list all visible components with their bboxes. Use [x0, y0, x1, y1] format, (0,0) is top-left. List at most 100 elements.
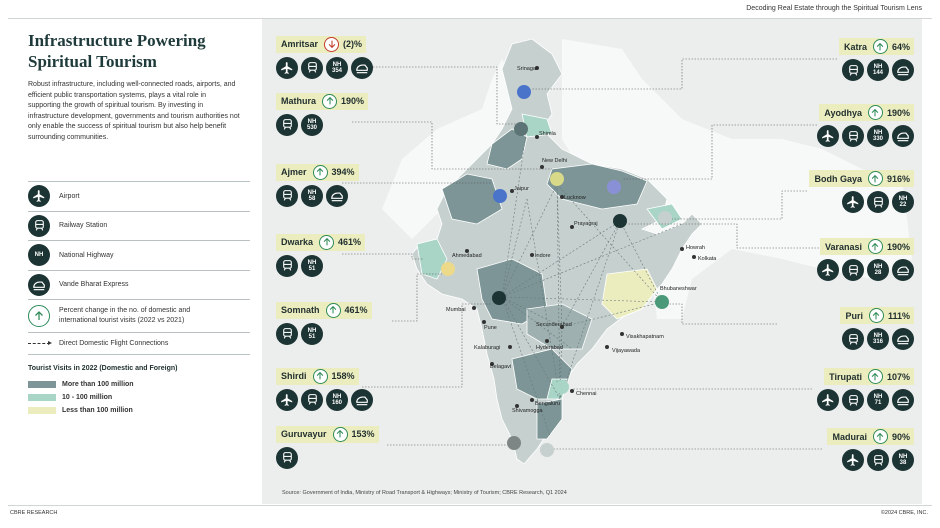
city-card-dwarka: Dwarka 461% NH 51	[276, 232, 366, 277]
city-name: Ayodhya	[824, 107, 862, 118]
up-arrow-icon	[322, 93, 338, 109]
legend-airport-label: Airport	[59, 192, 80, 200]
legend-flight-label: Direct Domestic Flight Connections	[59, 340, 169, 347]
city-label: Madurai 90%	[827, 428, 914, 445]
airplane-icon	[842, 449, 864, 471]
city-icons: NH 530	[276, 113, 368, 136]
tier-swatch	[28, 406, 56, 414]
highway-icon: NH 530	[301, 113, 323, 136]
airplane-icon	[817, 389, 839, 411]
legend: Airport Railway Station NH National High…	[28, 181, 250, 414]
city-icons: NH 28	[817, 259, 914, 281]
highway-icon: NH 144	[867, 59, 889, 81]
city-card-mathura: Mathura 190% NH 530	[276, 91, 369, 136]
marker-amritsar	[514, 122, 528, 136]
page-title: Infrastructure Powering Spiritual Touris…	[28, 31, 206, 71]
city-name: Ajmer	[281, 167, 307, 177]
map-labels: Srinagar Shimla New Delhi Jaipur Lucknow…	[446, 66, 717, 414]
highway-icon: NH 354	[326, 56, 348, 79]
train-icon	[276, 322, 298, 345]
legend-railway: Railway Station	[28, 210, 250, 241]
city-name: Puri	[845, 310, 863, 321]
city-card-puri: Puri 111% NH 316	[840, 307, 914, 350]
city-pct: 107%	[886, 371, 910, 382]
tier-row: More than 100 million	[28, 380, 250, 388]
bullet-train-icon	[326, 184, 348, 207]
airplane-icon	[276, 388, 298, 411]
city-label: Mathura 190%	[276, 92, 369, 110]
city-icons: NH 160	[276, 388, 373, 411]
bullet-train-icon	[892, 259, 914, 281]
city-label: Puri 111%	[840, 307, 914, 324]
tier-list: More than 100 million 10 - 100 million Les…	[28, 380, 250, 414]
train-icon	[301, 388, 323, 411]
state-dark	[536, 398, 563, 440]
train-icon	[276, 184, 298, 207]
highway-icon: NH 28	[867, 259, 889, 281]
up-arrow-icon	[868, 308, 884, 323]
tier-swatch	[28, 393, 56, 401]
city-pct: 394%	[331, 167, 355, 177]
label-srinagar: Srinagar	[517, 66, 538, 72]
city-label: Bodh Gaya 916%	[809, 170, 914, 187]
label-prayagraj: Prayagraj	[574, 221, 598, 227]
legend-railway-label: Railway Station	[59, 222, 108, 230]
label-bengaluru: Bengaluru	[535, 401, 560, 407]
marker-guruvayur	[507, 436, 521, 450]
state-dark	[486, 128, 528, 170]
up-arrow-icon	[872, 429, 888, 444]
marker-bodhgaya	[658, 211, 672, 225]
marker-katra	[517, 85, 531, 99]
tier-row: 10 - 100 million	[28, 393, 250, 401]
city-pct: 461%	[338, 237, 362, 247]
city-icons: NH 51	[276, 322, 372, 345]
label-shivamogga: Shivamogga	[512, 408, 544, 414]
city-icons: NH 71	[817, 389, 914, 411]
up-arrow-icon	[867, 369, 883, 384]
city-icons: NH 330	[817, 125, 914, 147]
highway-icon: NH 58	[301, 184, 323, 207]
city-pct: (2)%	[343, 39, 363, 49]
bullet-train-icon	[892, 125, 914, 147]
marker-somnath	[441, 262, 455, 276]
airplane-icon	[28, 185, 50, 208]
train-icon	[28, 214, 50, 237]
legend-highway-label: National Highway	[59, 251, 114, 259]
up-arrow-icon	[867, 105, 883, 120]
up-arrow-icon	[867, 239, 883, 254]
up-arrow-icon	[312, 368, 328, 384]
tier-swatch	[28, 380, 56, 388]
highway-icon: NH 22	[892, 191, 914, 213]
city-card-bodh-gaya: Bodh Gaya 916% NH 22	[809, 170, 914, 213]
visits-legend: Tourist Visits in 2022 (Domestic and For…	[28, 354, 250, 414]
legend-vande-label: Vande Bharat Express	[59, 281, 129, 289]
label-shimla: Shimla	[539, 131, 557, 137]
highway-icon: NH 316	[867, 328, 889, 350]
report-header: Decoding Real Estate through the Spiritu…	[746, 5, 922, 12]
marker-ayodhya	[607, 180, 621, 194]
city-label: Ayodhya 190%	[819, 104, 914, 121]
city-card-madurai: Madurai 90% NH 38	[827, 428, 914, 471]
marker-puri	[655, 295, 669, 309]
city-icons: NH 316	[842, 328, 914, 350]
highway-icon: NH 51	[301, 254, 323, 277]
marker-varanasi	[613, 214, 627, 228]
tier-label: 10 - 100 million	[62, 393, 113, 401]
highway-icon: NH 71	[867, 389, 889, 411]
label-lucknow: Lucknow	[564, 195, 586, 201]
city-name: Amritsar	[281, 39, 319, 49]
city-pct: 190%	[886, 241, 910, 252]
dashed-arrow-icon	[28, 341, 52, 345]
label-kalaburagi: Kalaburagi	[474, 345, 500, 351]
label-belagavi: Belagavi	[490, 364, 511, 370]
city-pct: 190%	[886, 107, 910, 118]
city-card-ajmer: Ajmer 394% NH 58	[276, 162, 359, 207]
bullet-train-icon	[892, 389, 914, 411]
city-label: Katra 64%	[838, 38, 914, 55]
train-icon	[276, 254, 298, 277]
highway-icon: NH	[28, 244, 50, 267]
city-card-ayodhya: Ayodhya 190% NH 330	[817, 104, 914, 147]
marker-shirdi	[492, 291, 506, 305]
marker-madurai	[540, 443, 554, 457]
train-icon	[301, 56, 323, 79]
